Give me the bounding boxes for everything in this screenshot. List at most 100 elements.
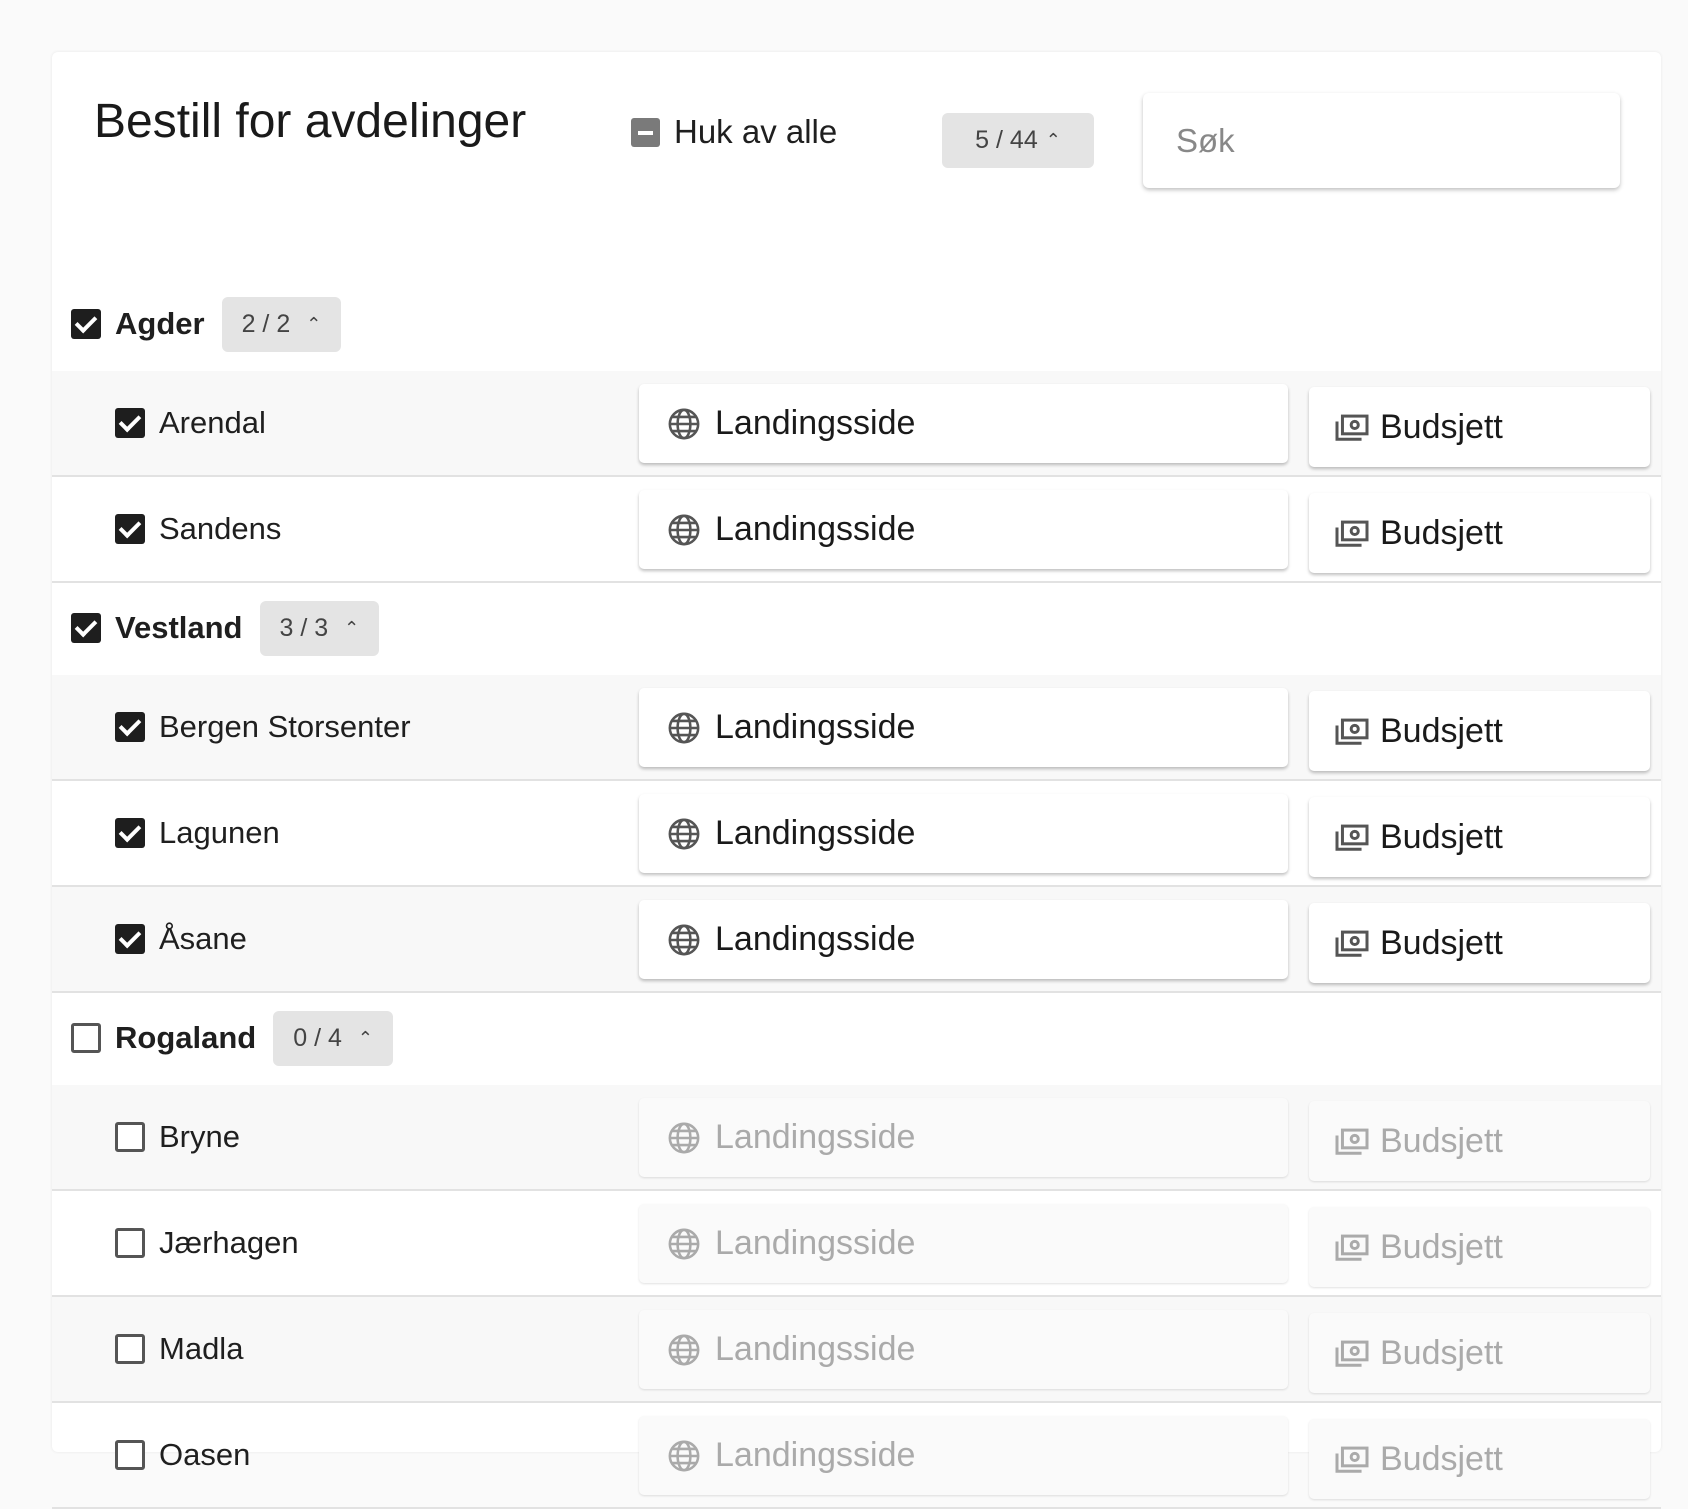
group-name: Agder xyxy=(115,306,205,341)
chevron-up-icon: ⌃ xyxy=(357,1027,373,1048)
department-row: Bergen Storsenter Landingsside Budsjett xyxy=(52,675,1661,781)
department-name: Lagunen xyxy=(159,815,280,850)
group-count-toggle[interactable]: 2 / 2 ⌃ xyxy=(221,296,342,352)
group-name: Vestland xyxy=(115,610,243,645)
landing-page-label: Landingsside xyxy=(715,1224,916,1262)
department-row: Jærhagen Landingsside Budsjett xyxy=(52,1191,1661,1297)
landing-page-button[interactable]: Landingsside xyxy=(639,900,1288,979)
globe-icon xyxy=(668,514,700,545)
landing-page-label: Landingsside xyxy=(715,708,916,746)
landing-page-label: Landingsside xyxy=(715,404,916,442)
department-row: Madla Landingsside Budsjett xyxy=(52,1297,1661,1403)
landing-page-label: Landingsside xyxy=(715,920,916,958)
budget-label: Budsjett xyxy=(1380,513,1503,552)
globe-icon xyxy=(668,1122,700,1153)
landing-page-label: Landingsside xyxy=(715,1436,916,1474)
budget-button[interactable]: Budsjett xyxy=(1309,1101,1650,1181)
group-checkbox[interactable] xyxy=(71,309,101,339)
globe-icon xyxy=(668,1228,700,1259)
landing-page-button[interactable]: Landingsside xyxy=(639,794,1288,873)
money-icon xyxy=(1335,1446,1369,1473)
money-icon xyxy=(1335,718,1369,745)
department-row: Oasen Landingsside Budsjett xyxy=(52,1403,1661,1509)
landing-page-button[interactable]: Landingsside xyxy=(639,1204,1288,1283)
money-icon xyxy=(1335,520,1369,547)
landing-page-button[interactable]: Landingsside xyxy=(639,384,1288,463)
group-name: Rogaland xyxy=(115,1020,257,1055)
department-row: Lagunen Landingsside Budsjett xyxy=(52,781,1661,887)
department-checkbox[interactable] xyxy=(115,924,145,954)
money-icon xyxy=(1335,1340,1369,1367)
chevron-up-icon: ⌃ xyxy=(344,617,360,638)
page-title: Bestill for avdelinger xyxy=(94,95,527,148)
department-name: Madla xyxy=(159,1331,244,1366)
budget-button[interactable]: Budsjett xyxy=(1309,1313,1650,1393)
department-checkbox[interactable] xyxy=(115,408,145,438)
budget-label: Budsjett xyxy=(1380,923,1503,962)
select-all-label: Huk av alle xyxy=(674,113,838,150)
department-order-card: Bestill for avdelinger Huk av alle 5 / 4… xyxy=(52,52,1661,1509)
department-row: Åsane Landingsside Budsjett xyxy=(52,887,1661,993)
department-list: Agder 2 / 2 ⌃ Arendal Landingsside Budsje… xyxy=(52,279,1661,1509)
group-count: 2 / 2 xyxy=(241,309,291,338)
department-name: Arendal xyxy=(159,405,266,440)
landing-page-button[interactable]: Landingsside xyxy=(639,688,1288,767)
group-header: Vestland 3 / 3 ⌃ xyxy=(52,583,1661,675)
budget-label: Budsjett xyxy=(1380,1121,1503,1160)
group-checkbox[interactable] xyxy=(71,1023,101,1053)
group-count: 3 / 3 xyxy=(279,613,329,642)
money-icon xyxy=(1335,414,1369,441)
search-field[interactable] xyxy=(1143,93,1620,188)
budget-label: Budsjett xyxy=(1380,1227,1503,1266)
landing-page-label: Landingsside xyxy=(715,510,916,548)
select-all-checkbox[interactable]: Huk av alle xyxy=(631,113,837,151)
department-row: Bryne Landingsside Budsjett xyxy=(52,1085,1661,1191)
budget-label: Budsjett xyxy=(1380,817,1503,856)
budget-label: Budsjett xyxy=(1380,1333,1503,1372)
department-row: Arendal Landingsside Budsjett xyxy=(52,371,1661,477)
department-name: Sandens xyxy=(159,511,282,546)
total-count-toggle[interactable]: 5 / 44 ⌃ xyxy=(942,113,1094,168)
chevron-up-icon: ⌃ xyxy=(306,313,322,334)
landing-page-label: Landingsside xyxy=(715,1330,916,1368)
department-name: Oasen xyxy=(159,1437,251,1472)
globe-icon xyxy=(668,408,700,439)
budget-button[interactable]: Budsjett xyxy=(1309,903,1650,983)
department-checkbox[interactable] xyxy=(115,818,145,848)
indeterminate-checkbox-icon xyxy=(631,117,660,147)
budget-label: Budsjett xyxy=(1380,711,1503,750)
budget-button[interactable]: Budsjett xyxy=(1309,691,1650,771)
globe-icon xyxy=(668,712,700,743)
money-icon xyxy=(1335,824,1369,851)
department-checkbox[interactable] xyxy=(115,1334,145,1364)
landing-page-button[interactable]: Landingsside xyxy=(639,1310,1288,1389)
budget-button[interactable]: Budsjett xyxy=(1309,493,1650,573)
budget-button[interactable]: Budsjett xyxy=(1309,1419,1650,1499)
department-checkbox[interactable] xyxy=(115,1228,145,1258)
group-checkbox[interactable] xyxy=(71,613,101,643)
globe-icon xyxy=(668,818,700,849)
department-checkbox[interactable] xyxy=(115,712,145,742)
department-checkbox[interactable] xyxy=(115,514,145,544)
group-count-toggle[interactable]: 3 / 3 ⌃ xyxy=(259,600,380,656)
budget-button[interactable]: Budsjett xyxy=(1309,1207,1650,1287)
group-header: Rogaland 0 / 4 ⌃ xyxy=(52,993,1661,1085)
department-checkbox[interactable] xyxy=(115,1122,145,1152)
department-name: Bryne xyxy=(159,1119,240,1154)
budget-button[interactable]: Budsjett xyxy=(1309,797,1650,877)
money-icon xyxy=(1335,1234,1369,1261)
department-name: Jærhagen xyxy=(159,1225,299,1260)
budget-button[interactable]: Budsjett xyxy=(1309,387,1650,467)
department-row: Sandens Landingsside Budsjett xyxy=(52,477,1661,583)
department-checkbox[interactable] xyxy=(115,1440,145,1470)
group-count-toggle[interactable]: 0 / 4 ⌃ xyxy=(273,1010,393,1066)
money-icon xyxy=(1335,1128,1369,1155)
landing-page-label: Landingsside xyxy=(715,1118,916,1156)
landing-page-button[interactable]: Landingsside xyxy=(639,1098,1288,1177)
chevron-up-icon: ⌃ xyxy=(1045,130,1061,150)
search-input[interactable] xyxy=(1176,121,1601,160)
money-icon xyxy=(1335,930,1369,957)
department-name: Bergen Storsenter xyxy=(159,709,411,744)
header: Bestill for avdelinger Huk av alle 5 / 4… xyxy=(52,52,1661,279)
landing-page-button[interactable]: Landingsside xyxy=(639,490,1288,569)
